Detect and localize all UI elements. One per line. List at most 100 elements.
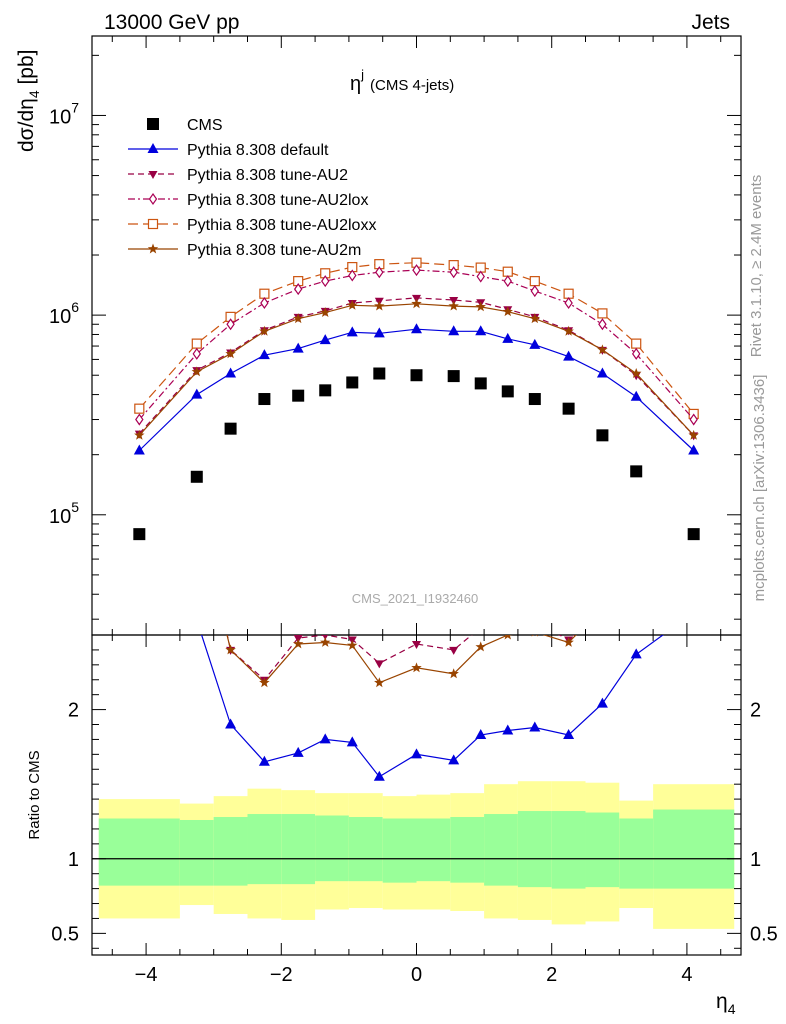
ratio-point-AU2m xyxy=(448,668,459,679)
ratio-point-AU2m xyxy=(688,540,698,550)
ratio-point-AU2lox xyxy=(599,466,606,476)
ratio-point-AU2lox xyxy=(295,496,302,506)
point-cms xyxy=(501,385,514,398)
ratio-point-AU2m xyxy=(347,639,358,650)
ratio-point-AU2 xyxy=(412,640,421,649)
point-cms xyxy=(190,470,203,483)
ratio-point-AU2loxx xyxy=(294,444,303,453)
ratio-y-tick-label: 1 xyxy=(68,849,79,871)
ratio-point-default xyxy=(225,718,237,729)
point-AU2lox xyxy=(503,275,512,288)
ratio-band-inner-7 xyxy=(382,818,417,883)
ratio-point-AU2m xyxy=(631,547,641,557)
ratio-point-AU2m xyxy=(475,641,486,652)
ratio-point-AU2 xyxy=(503,620,512,628)
ratio-point-AU2m xyxy=(411,662,422,673)
x-tick-label: 0 xyxy=(411,964,422,986)
point-AU2lox xyxy=(293,283,303,296)
rivet-label: Rivet 3.1.10, ≥ 2.4M events xyxy=(748,175,765,358)
legend-marker-AU2 xyxy=(148,171,158,179)
point-AU2lox xyxy=(192,347,202,360)
ratio-point-AU2loxx xyxy=(375,481,384,490)
point-cms xyxy=(133,528,146,541)
series-line-AU2loxx xyxy=(138,262,695,415)
series-cms xyxy=(133,367,700,541)
legend-item-AU2lox: Pythia 8.308 tune-AU2lox xyxy=(128,192,368,209)
legend-marker-AU2lox xyxy=(148,192,158,206)
point-AU2loxx xyxy=(191,338,202,349)
main-title-sub: (CMS 4-jets) xyxy=(370,77,454,94)
point-cms xyxy=(346,376,359,389)
point-AU2lox xyxy=(348,269,357,282)
point-AU2m xyxy=(563,325,574,336)
ratio-y-tick-label: 0.5 xyxy=(51,923,79,945)
point-cms xyxy=(373,367,386,380)
point-AU2m xyxy=(191,366,203,377)
ratio-point-AU2lox xyxy=(633,421,640,431)
ratio-point-AU2 xyxy=(449,646,459,655)
ratio-y-tick-label: 2 xyxy=(68,700,79,722)
point-AU2m xyxy=(225,348,236,359)
point-AU2m xyxy=(259,325,270,336)
point-cms xyxy=(292,389,305,402)
point-AU2m xyxy=(134,429,145,440)
ratio-point-AU2loxx xyxy=(598,392,607,401)
point-cms xyxy=(224,422,237,435)
main-y-label-suffix: [pb] xyxy=(15,49,38,90)
point-cms xyxy=(687,528,700,541)
point-cms xyxy=(630,465,643,478)
ratio-point-AU2loxx xyxy=(449,466,458,475)
series-AU2m xyxy=(134,298,699,440)
ratio-point-AU2m xyxy=(134,540,144,550)
ratio-point-AU2lox xyxy=(376,526,383,536)
x-tick-label: −2 xyxy=(270,964,293,986)
point-AU2lox xyxy=(412,264,421,277)
point-AU2lox xyxy=(689,413,698,426)
ratio-band-inner-8 xyxy=(416,818,451,882)
ratio-band-inner-11 xyxy=(517,811,552,888)
y-tick-label-exp: 5 xyxy=(71,499,79,515)
ratio-point-AU2loxx xyxy=(192,317,201,326)
point-cms xyxy=(319,384,332,397)
point-AU2loxx xyxy=(597,308,608,319)
series-AU2 xyxy=(134,294,699,441)
ratio-series-default xyxy=(200,635,664,781)
point-default xyxy=(448,325,460,336)
point-AU2lox xyxy=(226,318,235,331)
ratio-band-inner-14 xyxy=(619,818,654,889)
point-default xyxy=(346,326,358,337)
series-line-AU2lox xyxy=(138,269,695,420)
ratio-point-AU2loxx xyxy=(348,437,357,446)
ratio-point-AU2loxx xyxy=(412,459,421,468)
ratio-point-AU2m xyxy=(225,644,236,655)
ratio-point-AU2loxx xyxy=(530,422,539,431)
ratio-y-tick-label-right: 2 xyxy=(750,700,761,722)
ratio-series-AU2lox xyxy=(136,391,697,565)
legend-label-default: Pythia 8.308 default xyxy=(187,142,329,159)
point-AU2lox xyxy=(375,266,384,279)
point-default xyxy=(292,342,304,353)
point-default xyxy=(258,349,270,360)
point-AU2m xyxy=(630,368,642,378)
ratio-point-default xyxy=(292,746,304,757)
ratio-point-AU2lox xyxy=(227,511,234,521)
legend-label-AU2loxx: Pythia 8.308 tune-AU2loxx xyxy=(187,217,376,234)
ratio-point-AU2 xyxy=(689,542,698,550)
ratio-point-default xyxy=(448,754,460,765)
ratio-series xyxy=(134,317,698,781)
y-tick-label-base: 10 xyxy=(49,506,71,528)
point-AU2m xyxy=(411,298,422,309)
point-AU2loxx xyxy=(529,276,540,287)
ratio-band-inner-1 xyxy=(179,819,214,886)
point-default xyxy=(133,444,145,455)
ratio-point-AU2loxx xyxy=(476,437,485,446)
ratio-point-AU2 xyxy=(192,498,201,506)
point-AU2lox xyxy=(321,275,330,288)
ratio-point-AU2loxx xyxy=(321,429,330,438)
x-axis-label-sub: 4 xyxy=(728,1001,736,1017)
point-AU2lox xyxy=(564,296,573,310)
ratio-point-AU2lox xyxy=(261,555,268,565)
y-tick-label: 106 xyxy=(49,299,79,328)
legend-label-AU2lox: Pythia 8.308 tune-AU2lox xyxy=(187,192,368,209)
point-cms xyxy=(410,369,423,382)
